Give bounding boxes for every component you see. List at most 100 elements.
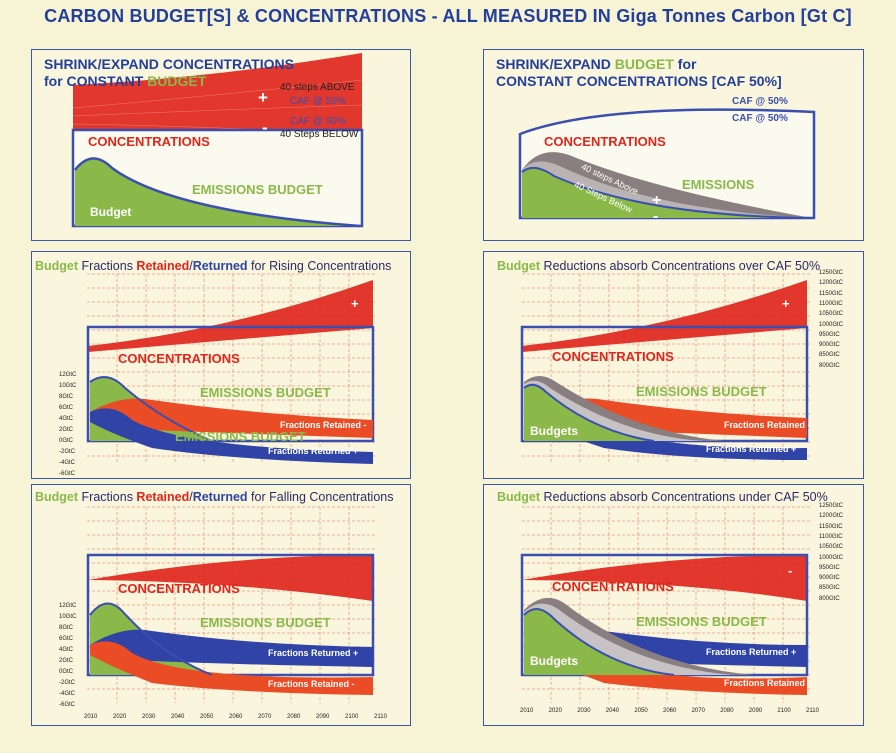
x-tick-label: 2070	[258, 714, 272, 720]
x-tick-label: 2080	[287, 714, 301, 720]
panel-e-subtitle: Budget Reductions absorb Concentrations …	[497, 259, 821, 273]
caf-label: CAF @ 50%	[290, 116, 346, 127]
plus-sign: +	[652, 192, 662, 209]
panel-constant-concentrations: SHRINK/EXPAND BUDGET for CONSTANT CONCEN…	[483, 49, 864, 241]
y-tick-label: 4GtC	[59, 647, 74, 653]
y-tick-label: 1250GtC	[819, 503, 844, 509]
y-tick-label: -6GtC	[59, 471, 76, 477]
x-tick-label: 2050	[634, 708, 648, 714]
panel-c-subtitle: Budget Fractions Retained/Returned for R…	[35, 259, 392, 273]
caf-label: CAF @ 50%	[290, 96, 346, 107]
y-tick-label: 1050GtC	[819, 544, 844, 551]
emissions-label: EMISSIONS	[682, 177, 755, 192]
y-tick-label: 1100GtC	[819, 533, 843, 540]
y-tick-label: 6GtC	[59, 636, 74, 642]
fractions-returned-label: Fractions Returned +	[706, 444, 797, 454]
x-tick-label: 2020	[113, 714, 127, 720]
concentrations-label: CONCENTRATIONS	[544, 134, 666, 149]
budget-label: Budget	[90, 205, 132, 219]
y-tick-label: 8GtC	[59, 394, 74, 400]
x-tick-label: 2110	[806, 708, 819, 714]
minus-sign: -	[653, 208, 659, 225]
y-tick-label: 950GtC	[819, 331, 840, 338]
constant-budget-diagram	[71, 53, 364, 228]
emissions-budget-label: EMISSIONS BUDGET	[192, 182, 323, 197]
y-tick-label: 900GtC	[819, 342, 840, 349]
panel-d-subtitle: Budget Fractions Retained/Returned for F…	[35, 490, 394, 504]
y-tick-label: 800GtC	[819, 595, 840, 602]
y-tick-label: 1200GtC	[819, 513, 844, 520]
y-tick-label: 1150GtC	[819, 523, 843, 530]
concentrations-label: CONCENTRATIONS	[552, 579, 674, 594]
y-tick-label: 1000GtC	[819, 554, 844, 561]
x-tick-label: 2080	[720, 708, 734, 714]
concentrations-label: CONCENTRATIONS	[552, 349, 674, 364]
x-tick-label: 2050	[200, 714, 214, 720]
fractions-retained-label: Fractions Retained -	[724, 420, 811, 430]
caf-label: CAF @ 50%	[732, 96, 788, 107]
y-tick-label: 1050GtC	[819, 311, 844, 318]
y-tick-label: 6GtC	[59, 405, 74, 411]
plus-sign: +	[258, 88, 268, 107]
fractions-retained-label: Fractions Retained -	[724, 678, 811, 688]
x-tick-label: 2070	[691, 708, 705, 714]
y-tick-label: 0GtC	[59, 438, 74, 444]
x-tick-label: 2090	[316, 714, 330, 720]
emissions-budget-label: EMISSIONS BUDGET	[200, 615, 331, 630]
y-tick-label: 0GtC	[59, 669, 74, 675]
x-tick-label: 2090	[748, 708, 763, 714]
x-tick-label: 2060	[663, 708, 677, 714]
panel-f-subtitle: Budget Reductions absorb Concentrations …	[497, 490, 828, 504]
steps-above-label: 40 steps ABOVE	[280, 82, 355, 93]
minus-sign: -	[788, 563, 793, 578]
page-title: CARBON BUDGET[S] & CONCENTRATIONS - ALL …	[44, 6, 852, 26]
y-tick-label: -4GtC	[59, 691, 76, 697]
budgets-label: Budgets	[530, 654, 578, 668]
y-tick-label: 900GtC	[819, 575, 840, 582]
falling-concentrations-diagram	[86, 506, 377, 703]
y-tick-label: -6GtC	[59, 702, 76, 708]
y-tick-label: 2GtC	[59, 427, 74, 433]
y-tick-label: -2GtC	[59, 449, 76, 455]
x-tick-label: 2020	[548, 708, 562, 714]
x-tick-label: 2040	[171, 714, 185, 720]
constant-concentrations-diagram	[518, 108, 816, 220]
fractions-returned-label: Fractions Returned +	[268, 648, 359, 658]
y-tick-label: 950GtC	[819, 564, 840, 571]
y-tick-label: 10GtC	[59, 614, 77, 620]
fractions-retained-label: Fractions Retained -	[280, 420, 367, 430]
concentrations-label: CONCENTRATIONS	[118, 351, 240, 366]
panel-budget-over-caf: Budget Reductions absorb Concentrations …	[483, 251, 864, 479]
panel-falling-concentrations: Budget Fractions Retained/Returned for F…	[31, 484, 411, 726]
minus-sign: -	[262, 118, 268, 137]
emissions-budget-label: EMISSIONS BUDGET	[200, 385, 331, 400]
concentrations-label: CONCENTRATIONS	[88, 134, 210, 149]
fractions-returned-label: Fractions Returned +	[706, 647, 797, 657]
y-tick-label: 4GtC	[59, 416, 74, 422]
emissions-budget-label: EMISSIONS BUDGET	[636, 614, 767, 629]
x-tick-label: 2040	[605, 708, 620, 714]
y-tick-label: 1200GtC	[819, 280, 844, 287]
y-tick-label: 8GtC	[59, 625, 74, 631]
x-tick-label: 2060	[229, 714, 243, 720]
x-tick-label: 2100	[345, 714, 359, 720]
y-tick-label: -4GtC	[59, 460, 76, 466]
y-tick-label: 850GtC	[819, 585, 840, 592]
y-tick-label: 12GtC	[59, 372, 77, 378]
budget-over-caf-diagram	[520, 273, 810, 462]
emissions-budget-label: EMISSIONS BUDGET	[175, 429, 306, 444]
emissions-budget-label: EMISSIONS BUDGET	[636, 384, 767, 399]
budgets-label: Budgets	[530, 424, 578, 438]
plus-sign: +	[351, 296, 359, 311]
concentrations-label: CONCENTRATIONS	[118, 581, 240, 596]
x-tick-label: 2010	[520, 708, 534, 714]
panel-a-title: SHRINK/EXPAND CONCENTRATIONS for CONSTAN…	[44, 56, 294, 89]
y-tick-label: 10GtC	[59, 383, 77, 389]
x-tick-label: 2100	[777, 708, 791, 714]
x-tick-label: 2010	[84, 714, 98, 720]
caf-label: CAF @ 50%	[732, 113, 788, 124]
panel-constant-budget: SHRINK/EXPAND CONCENTRATIONS for CONSTAN…	[31, 49, 411, 241]
rising-concentrations-diagram	[86, 273, 377, 464]
x-tick-label: 2110	[374, 714, 387, 720]
y-tick-label: 800GtC	[819, 362, 840, 369]
